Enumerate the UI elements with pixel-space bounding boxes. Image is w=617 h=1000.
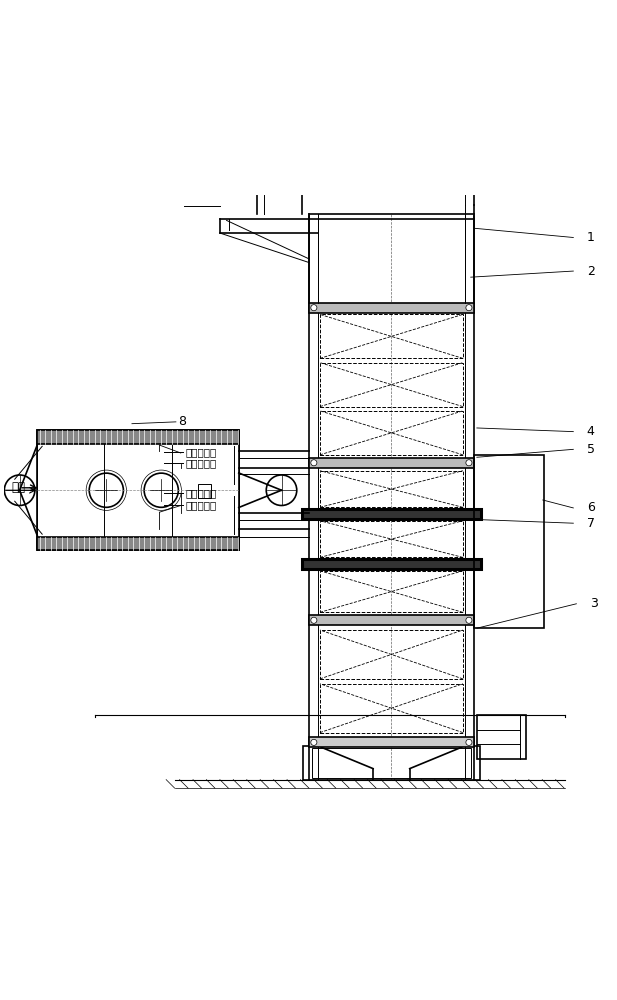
Text: 二次风出口: 二次风出口 [185, 447, 217, 457]
Bar [309, 737, 474, 747]
Text: 3: 3 [590, 597, 598, 610]
Bar [309, 303, 474, 313]
Circle shape [466, 617, 472, 623]
Circle shape [311, 460, 317, 466]
Circle shape [466, 460, 472, 466]
Text: 一次风进口: 一次风进口 [185, 488, 217, 498]
Bar [198, 484, 211, 498]
Bar [309, 615, 474, 625]
Bar [37, 537, 239, 550]
Bar [302, 509, 481, 519]
Bar [309, 458, 474, 468]
Text: 5: 5 [587, 443, 595, 456]
Bar [320, 684, 463, 733]
Text: 二次风进口: 二次风进口 [185, 500, 217, 510]
Bar [477, 715, 526, 759]
Bar [320, 363, 463, 407]
Text: 1: 1 [587, 231, 595, 244]
Text: 一次风出口: 一次风出口 [185, 458, 217, 468]
Bar [320, 314, 463, 358]
Bar [303, 746, 480, 780]
Text: 空气: 空气 [11, 481, 25, 494]
Bar [37, 430, 239, 444]
Circle shape [466, 739, 472, 745]
Text: 2: 2 [587, 265, 595, 278]
Circle shape [311, 739, 317, 745]
Bar [312, 748, 471, 778]
Circle shape [466, 305, 472, 311]
Bar [320, 411, 463, 455]
Bar [320, 521, 463, 557]
Bar [474, 455, 544, 628]
Bar [320, 471, 463, 507]
Text: 6: 6 [587, 501, 595, 514]
Bar [320, 630, 463, 679]
Bar [320, 571, 463, 612]
Bar [37, 430, 239, 550]
Text: 7: 7 [587, 517, 595, 530]
Circle shape [311, 617, 317, 623]
Circle shape [311, 305, 317, 311]
Text: 8: 8 [178, 415, 186, 428]
Bar [302, 559, 481, 569]
Text: 4: 4 [587, 425, 595, 438]
